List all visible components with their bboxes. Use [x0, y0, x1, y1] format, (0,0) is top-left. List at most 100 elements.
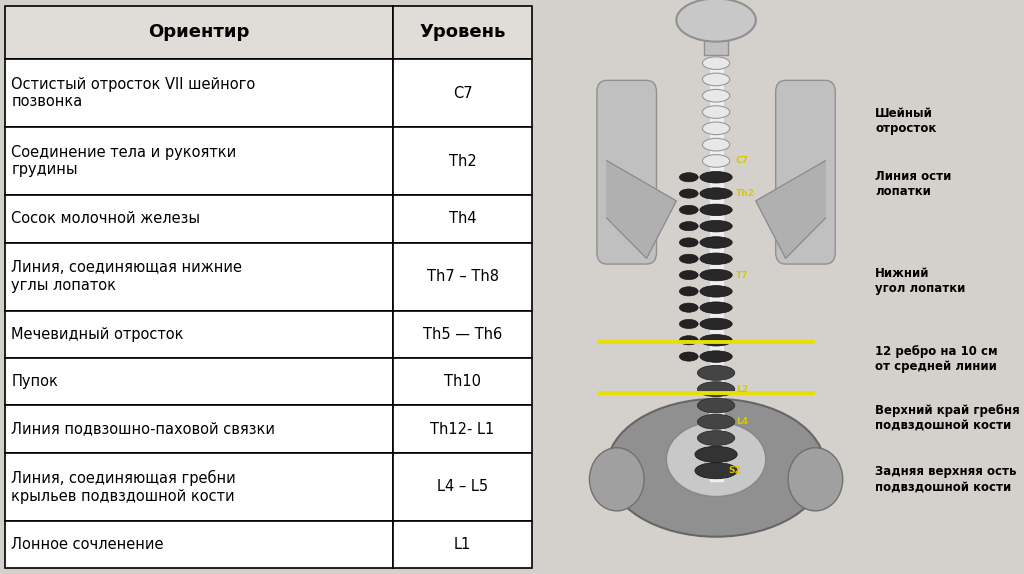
Ellipse shape	[679, 303, 698, 312]
Ellipse shape	[679, 319, 698, 328]
Text: Th12- L1: Th12- L1	[430, 422, 495, 437]
Text: T7: T7	[736, 270, 749, 280]
Text: Задняя верхняя ость
подвздошной кости: Задняя верхняя ость подвздошной кости	[874, 466, 1017, 493]
Ellipse shape	[679, 173, 698, 182]
Bar	[393, 59, 532, 127]
Text: Th2: Th2	[449, 154, 476, 169]
Bar	[5, 127, 393, 195]
Bar	[703, 29, 728, 55]
Ellipse shape	[677, 0, 756, 42]
Ellipse shape	[700, 172, 732, 183]
Ellipse shape	[700, 351, 732, 362]
Bar	[5, 195, 393, 243]
Text: Линия, соединяющая нижние
углы лопаток: Линия, соединяющая нижние углы лопаток	[11, 261, 243, 293]
Ellipse shape	[702, 73, 730, 86]
Bar	[5, 521, 393, 568]
FancyBboxPatch shape	[776, 80, 836, 264]
Ellipse shape	[679, 336, 698, 345]
Text: Верхний край гребня
подвздошной кости: Верхний край гребня подвздошной кости	[874, 404, 1020, 432]
Ellipse shape	[679, 287, 698, 296]
Text: Th2: Th2	[736, 189, 755, 198]
Bar	[5, 6, 393, 59]
Text: Остистый отросток VII шейного
позвонка: Остистый отросток VII шейного позвонка	[11, 77, 256, 109]
Ellipse shape	[702, 106, 730, 118]
Ellipse shape	[679, 254, 698, 263]
Ellipse shape	[679, 352, 698, 361]
Ellipse shape	[697, 430, 734, 445]
Text: 12 ребро на 10 см
от средней линии: 12 ребро на 10 см от средней линии	[874, 345, 997, 373]
Ellipse shape	[700, 204, 732, 216]
Text: Th7 – Th8: Th7 – Th8	[427, 269, 499, 284]
Ellipse shape	[700, 335, 732, 346]
Ellipse shape	[695, 447, 737, 463]
FancyBboxPatch shape	[597, 80, 656, 264]
Ellipse shape	[700, 188, 732, 199]
Bar	[709, 63, 724, 482]
Text: L4: L4	[736, 417, 749, 426]
Text: C7: C7	[453, 86, 472, 100]
Ellipse shape	[702, 138, 730, 151]
Text: Соединение тела и рукоятки
грудины: Соединение тела и рукоятки грудины	[11, 145, 237, 177]
Text: Линия ости
лопатки: Линия ости лопатки	[874, 170, 951, 197]
Text: Шейный
отросток: Шейный отросток	[874, 107, 936, 134]
Bar	[5, 59, 393, 127]
Ellipse shape	[700, 302, 732, 313]
Text: L4 – L5: L4 – L5	[437, 479, 488, 494]
Text: Нижний
угол лопатки: Нижний угол лопатки	[874, 267, 966, 295]
Circle shape	[590, 448, 644, 511]
Bar	[5, 311, 393, 358]
Ellipse shape	[700, 253, 732, 265]
Bar	[393, 453, 532, 521]
Ellipse shape	[700, 220, 732, 232]
Polygon shape	[756, 161, 825, 258]
Ellipse shape	[700, 269, 732, 281]
Text: S2: S2	[728, 466, 741, 475]
Ellipse shape	[697, 366, 734, 381]
Bar	[393, 6, 532, 59]
Ellipse shape	[679, 270, 698, 280]
Text: Линия подвзошно-паховой связки: Линия подвзошно-паховой связки	[11, 422, 275, 437]
Ellipse shape	[679, 189, 698, 198]
Text: Пупок: Пупок	[11, 374, 58, 389]
Ellipse shape	[697, 398, 734, 413]
Ellipse shape	[702, 57, 730, 69]
Polygon shape	[607, 161, 676, 258]
Bar	[393, 521, 532, 568]
Bar	[393, 358, 532, 405]
Text: L2: L2	[736, 385, 748, 394]
Text: Ориентир: Ориентир	[148, 24, 250, 41]
Bar	[5, 453, 393, 521]
Text: C7: C7	[736, 157, 749, 165]
Ellipse shape	[679, 205, 698, 215]
Ellipse shape	[667, 422, 766, 497]
Ellipse shape	[700, 236, 732, 248]
Ellipse shape	[700, 318, 732, 329]
Ellipse shape	[697, 414, 734, 429]
Bar	[5, 243, 393, 311]
Text: L1: L1	[454, 537, 471, 552]
Bar	[393, 405, 532, 453]
Ellipse shape	[697, 382, 734, 397]
Ellipse shape	[607, 399, 825, 537]
Bar	[393, 243, 532, 311]
Bar	[5, 405, 393, 453]
Text: Линия, соединяющая гребни
крыльев подвздошной кости: Линия, соединяющая гребни крыльев подвзд…	[11, 470, 237, 503]
Text: Th5 — Th6: Th5 — Th6	[423, 327, 502, 342]
Bar	[5, 358, 393, 405]
Bar	[393, 127, 532, 195]
Ellipse shape	[679, 238, 698, 247]
Text: Th10: Th10	[444, 374, 481, 389]
Ellipse shape	[695, 463, 737, 479]
Text: Th4: Th4	[449, 211, 476, 226]
Bar	[393, 311, 532, 358]
Text: Уровень: Уровень	[420, 24, 506, 41]
Ellipse shape	[702, 122, 730, 135]
Ellipse shape	[702, 90, 730, 102]
Ellipse shape	[700, 286, 732, 297]
Text: Мечевидный отросток: Мечевидный отросток	[11, 327, 184, 342]
Ellipse shape	[702, 154, 730, 167]
Circle shape	[788, 448, 843, 511]
Bar	[393, 195, 532, 243]
Text: Сосок молочной железы: Сосок молочной железы	[11, 211, 201, 226]
Text: Лонное сочленение: Лонное сочленение	[11, 537, 164, 552]
